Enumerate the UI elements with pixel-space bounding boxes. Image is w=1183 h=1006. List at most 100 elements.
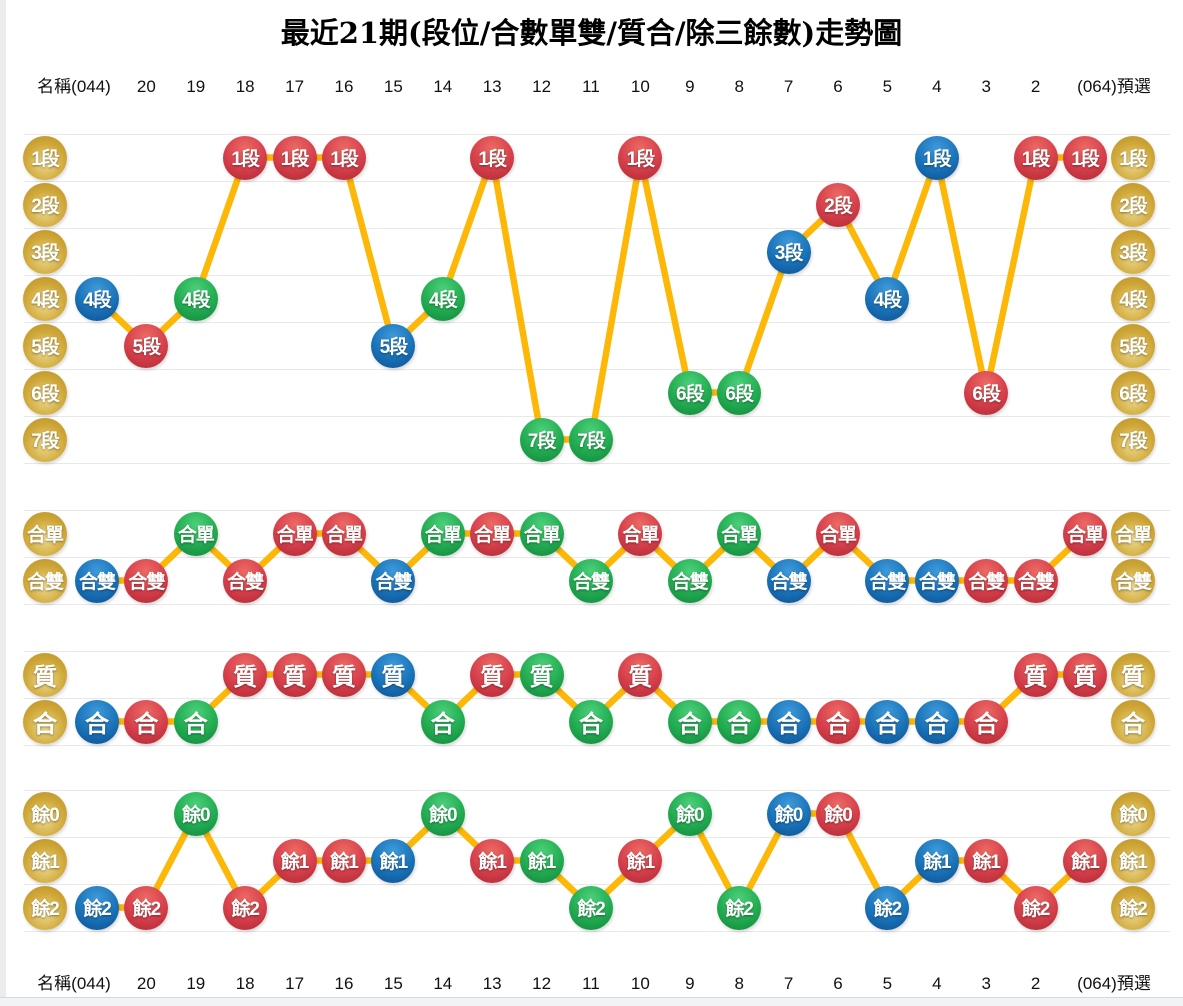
data-point: 合單 bbox=[173, 511, 218, 556]
header-name-cell: 名稱(044) bbox=[37, 77, 111, 96]
gridline bbox=[24, 604, 1170, 605]
data-point: 合雙 bbox=[371, 558, 416, 603]
row-label-right: 質 bbox=[1111, 652, 1155, 697]
row-label-left: 2段 bbox=[23, 182, 67, 227]
data-point: 1段 bbox=[272, 135, 317, 180]
data-point: 質 bbox=[272, 652, 317, 697]
row-label-right: 合 bbox=[1111, 699, 1155, 744]
data-point: 合單 bbox=[420, 511, 465, 556]
period-header-cell: 15 bbox=[383, 974, 403, 993]
period-header-cell: 7 bbox=[783, 974, 794, 993]
period-header-cell: 10 bbox=[630, 77, 650, 96]
data-point: 4段 bbox=[75, 276, 119, 321]
data-point: 合 bbox=[816, 699, 860, 744]
data-point: 合 bbox=[75, 699, 119, 744]
period-header-cell: 17 bbox=[285, 77, 305, 96]
data-point: 合單 bbox=[816, 511, 860, 556]
gridline bbox=[24, 275, 1170, 276]
data-point: 質 bbox=[519, 652, 564, 697]
gridline bbox=[24, 510, 1170, 511]
period-header-cell: 19 bbox=[186, 77, 206, 96]
gridline bbox=[24, 557, 1170, 558]
data-point: 合 bbox=[865, 699, 910, 744]
period-header-cell: 8 bbox=[734, 974, 744, 993]
data-point: 合單 bbox=[519, 511, 564, 556]
data-point: 5段 bbox=[371, 323, 416, 368]
period-header-cell: 12 bbox=[532, 77, 552, 96]
data-point: 合雙 bbox=[766, 558, 811, 603]
row-label-right: 餘2 bbox=[1111, 885, 1155, 930]
period-header-cell: 20 bbox=[136, 77, 156, 96]
row-label-left: 3段 bbox=[23, 229, 67, 274]
data-point: 1段 bbox=[618, 135, 663, 180]
period-header-cell: 9 bbox=[685, 974, 695, 993]
data-point: 餘1 bbox=[272, 838, 317, 883]
row-label-left: 合雙 bbox=[23, 558, 67, 603]
data-point: 合 bbox=[717, 699, 762, 744]
period-header-cell: 2 bbox=[1030, 974, 1041, 993]
data-point: 合單 bbox=[272, 511, 317, 556]
period-header-cell: 4 bbox=[932, 974, 942, 993]
row-label-left: 餘2 bbox=[23, 885, 67, 930]
data-point: 合單 bbox=[618, 511, 663, 556]
period-header-cell: 14 bbox=[433, 77, 453, 96]
data-point: 4段 bbox=[173, 276, 218, 321]
period-header-cell: 5 bbox=[882, 974, 893, 993]
period-header-cell: 10 bbox=[630, 974, 650, 993]
data-point: 合雙 bbox=[124, 558, 169, 603]
row-label-left: 合單 bbox=[23, 511, 67, 556]
data-point: 餘2 bbox=[717, 885, 762, 930]
row-label-left: 7段 bbox=[23, 417, 67, 462]
data-point: 餘2 bbox=[569, 885, 613, 930]
row-label-right: 3段 bbox=[1111, 229, 1155, 274]
data-point: 合雙 bbox=[75, 558, 119, 603]
period-header-cell: 9 bbox=[685, 77, 695, 96]
data-point: 餘0 bbox=[173, 791, 218, 836]
period-header-top: 名稱(044) 20 19 18 17 16 15 14 13 12 11 10 9 8 7 6 5 4 3 2 (06… bbox=[0, 76, 1183, 98]
data-point: 餘1 bbox=[519, 838, 564, 883]
period-header-cell: 11 bbox=[582, 77, 600, 96]
data-point: 合 bbox=[173, 699, 218, 744]
period-header-cell: 15 bbox=[383, 77, 403, 96]
data-point: 7段 bbox=[569, 417, 613, 462]
data-point: 6段 bbox=[717, 370, 762, 415]
header-forecast-cell: (064)預選 bbox=[1077, 77, 1151, 96]
row-label-left: 6段 bbox=[23, 370, 67, 415]
data-point: 合雙 bbox=[964, 558, 1009, 603]
row-label-left: 質 bbox=[23, 652, 67, 697]
connector-line bbox=[587, 156, 644, 441]
data-point: 1段 bbox=[1063, 135, 1107, 180]
data-point: 合 bbox=[964, 699, 1009, 744]
data-point: 合雙 bbox=[1013, 558, 1058, 603]
row-label-right: 4段 bbox=[1111, 276, 1155, 321]
data-point: 2段 bbox=[816, 182, 860, 227]
row-label-left: 1段 bbox=[23, 135, 67, 180]
period-header-cell: 11 bbox=[582, 974, 600, 993]
period-header-cell: 16 bbox=[334, 974, 354, 993]
data-point: 質 bbox=[1013, 652, 1058, 697]
row-label-right: 合單 bbox=[1111, 511, 1155, 556]
bottom-edge bbox=[0, 997, 1183, 1006]
row-label-right: 餘1 bbox=[1111, 838, 1155, 883]
data-point: 餘0 bbox=[816, 791, 860, 836]
left-edge bbox=[0, 0, 6, 1006]
gridline bbox=[24, 745, 1170, 746]
row-label-right: 餘0 bbox=[1111, 791, 1155, 836]
data-point: 質 bbox=[371, 652, 416, 697]
row-label-left: 合 bbox=[23, 699, 67, 744]
data-point: 合單 bbox=[717, 511, 762, 556]
data-point: 1段 bbox=[223, 135, 268, 180]
data-point: 1段 bbox=[1013, 135, 1058, 180]
data-point: 餘2 bbox=[124, 885, 169, 930]
period-header-cell: 6 bbox=[833, 77, 843, 96]
period-header-cell: 3 bbox=[981, 77, 991, 96]
period-header-cell: 6 bbox=[833, 974, 843, 993]
gridline bbox=[24, 369, 1170, 370]
data-point: 餘2 bbox=[1013, 885, 1058, 930]
row-label-left: 5段 bbox=[23, 323, 67, 368]
data-point: 餘1 bbox=[1063, 838, 1107, 883]
data-point: 餘2 bbox=[75, 885, 119, 930]
period-header-cell: 3 bbox=[981, 974, 991, 993]
row-label-left: 餘1 bbox=[23, 838, 67, 883]
data-point: 3段 bbox=[766, 229, 811, 274]
